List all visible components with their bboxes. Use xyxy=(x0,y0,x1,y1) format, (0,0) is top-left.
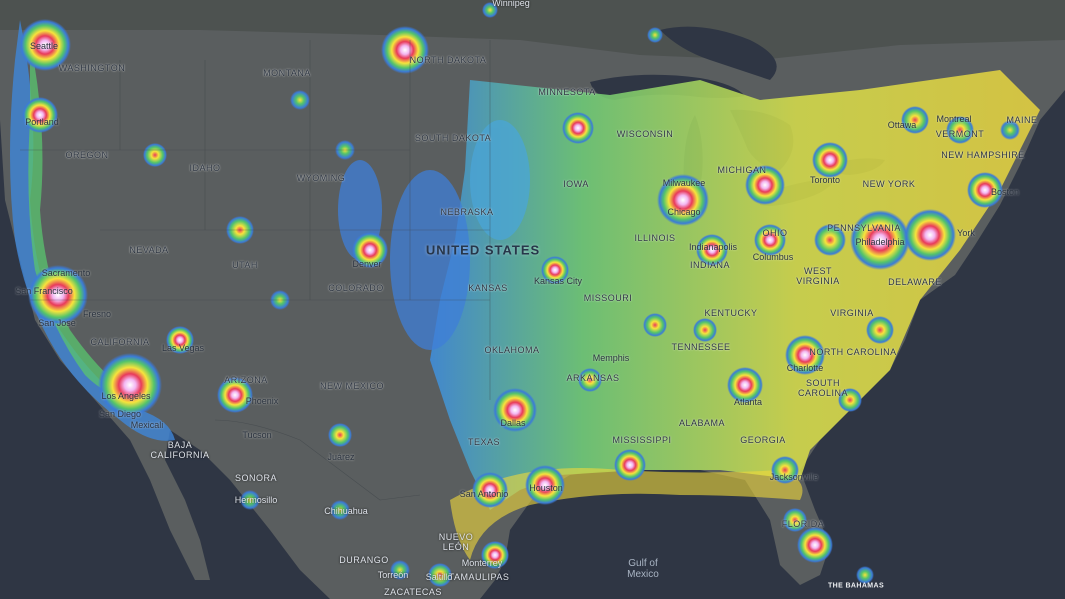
hotspots xyxy=(19,2,1020,587)
hudson-bay-fragment xyxy=(660,26,777,81)
